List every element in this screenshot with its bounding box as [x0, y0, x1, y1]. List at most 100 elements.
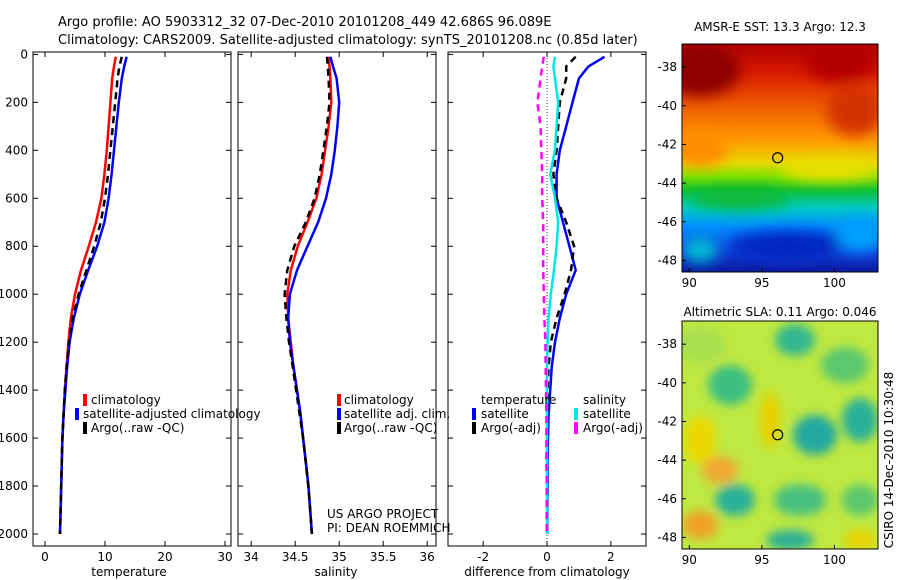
temperature-plot-frame [32, 51, 232, 547]
temperature-series [58, 56, 128, 535]
legend-swatch-salinity-argo [574, 422, 578, 434]
sst-heatmap [682, 44, 878, 272]
sla-map-frame [681, 320, 879, 550]
timestamp-stamp: CSIRO 14-Dec-2010 10:30:48 [882, 372, 896, 549]
legend-label-temperature-satellite: satellite [481, 407, 529, 421]
sst-map-panel: AMSR-E SST: 13.3 Argo: 12.3 90 95 100 -38 -4… [657, 20, 879, 290]
credit-project: US ARGO PROJECT [327, 507, 439, 521]
difference-axes: -2 0 2 [448, 52, 646, 564]
y-tick-label: -48 [657, 530, 677, 544]
salinity-panel: 34 34.5 35 35.5 36 salinity climatology sate… [237, 51, 450, 579]
temperature-axes: 0 10 20 30 0 200 400 600 800 1000 1200 1400 1600 1800… [0, 47, 233, 564]
sla-map-panel: Altimetric SLA: 0.11 Argo: 0.046 [657, 305, 879, 567]
legend-label-argo: Argo(..raw -QC) [91, 421, 184, 435]
temperature-legend: climatology satellite-adjusted climatolo… [75, 393, 261, 435]
y-tick-label: 2000 [0, 527, 28, 541]
y-tick-label: -38 [657, 60, 677, 74]
legend-label-climatology: climatology [91, 393, 161, 407]
legend-swatch-temperature-satellite [472, 408, 476, 420]
sla-map-title: Altimetric SLA: 0.11 Argo: 0.046 [683, 305, 876, 319]
sla-argo-marker [772, 429, 784, 441]
sla-heatmap [682, 321, 878, 549]
salinity-plot-frame [237, 51, 437, 547]
legend-swatch-climatology [337, 394, 341, 406]
x-tick-label: 35 [332, 550, 347, 564]
x-tick-label: 36 [420, 550, 435, 564]
series-line-climatology [58, 56, 118, 535]
y-tick-label: -44 [657, 453, 677, 467]
sst-argo-marker [772, 152, 784, 164]
series-line-salinity-satellite [545, 56, 560, 534]
sst-map-frame [681, 43, 879, 273]
legend-swatch-satellite-adjusted [75, 408, 79, 420]
salinity-axes: 34 34.5 35 35.5 36 [238, 52, 436, 564]
legend-header-temperature: temperature [481, 393, 556, 407]
legend-label-climatology: climatology [344, 393, 414, 407]
x-tick-label: 100 [823, 276, 846, 290]
x-tick-label: 100 [823, 553, 846, 567]
x-tick-label: 20 [157, 550, 172, 564]
y-tick-label: -38 [657, 337, 677, 351]
argo-position-marker [772, 152, 784, 164]
y-tick-label: 600 [5, 191, 28, 205]
y-tick-label: 1400 [0, 383, 28, 397]
salinity-xlabel: salinity [314, 565, 357, 579]
salinity-series [283, 56, 341, 535]
y-tick-label: 1800 [0, 479, 28, 493]
x-tick-label: 0 [41, 550, 49, 564]
series-line-temperature-argo-adj [545, 55, 577, 534]
argo-position-marker [772, 429, 784, 441]
y-tick-label: 0 [20, 47, 28, 61]
y-tick-label: -44 [657, 176, 677, 190]
y-tick-label: -46 [657, 492, 677, 506]
series-line-argo-raw-qc [58, 56, 124, 535]
series-line-satellite-adj-clim [286, 56, 341, 535]
y-tick-label: 200 [5, 95, 28, 109]
y-tick-label: -40 [657, 376, 677, 390]
legend-label-satellite: satellite adj. clim. [344, 407, 450, 421]
y-tick-label: -46 [657, 215, 677, 229]
x-tick-label: 95 [754, 276, 769, 290]
x-tick-label: 90 [682, 276, 697, 290]
sst-map-title: AMSR-E SST: 13.3 Argo: 12.3 [694, 20, 866, 34]
legend-swatch-argo [83, 422, 87, 434]
y-tick-label: -40 [657, 99, 677, 113]
legend-header-salinity: salinity [583, 393, 626, 407]
difference-panel: -2 0 2 difference from climatology tempera… [447, 51, 647, 579]
temperature-xlabel: temperature [91, 565, 166, 579]
x-tick-label: 35.5 [370, 550, 397, 564]
difference-xlabel: difference from climatology [464, 565, 630, 579]
x-tick-label: 0 [543, 550, 551, 564]
y-tick-label: 400 [5, 143, 28, 157]
legend-swatch-satellite [337, 408, 341, 420]
legend-swatch-climatology [83, 394, 87, 406]
x-tick-label: 34.5 [282, 550, 309, 564]
x-tick-label: 30 [217, 550, 232, 564]
legend-swatch-temperature-argo [472, 422, 476, 434]
temperature-panel: 0 10 20 30 0 200 400 600 800 1000 1200 1400 1600 1800… [0, 47, 261, 579]
y-tick-label: 1200 [0, 335, 28, 349]
difference-legend: temperature satellite Argo(-adj) salinit… [472, 393, 643, 435]
series-line-argo-raw-qc [283, 56, 331, 535]
x-tick-label: 2 [607, 550, 615, 564]
y-tick-label: 1600 [0, 431, 28, 445]
x-tick-label: -2 [477, 550, 489, 564]
y-tick-label: -42 [657, 137, 677, 151]
series-line-salinity-argo-adj [536, 56, 548, 534]
series-line-satellite-adjusted-climatology [58, 56, 128, 535]
header-title-line1: Argo profile: AO 5903312_32 07-Dec-2010 … [58, 15, 552, 30]
y-tick-label: 800 [5, 239, 28, 253]
series-line-climatology [286, 56, 333, 535]
y-tick-label: -48 [657, 253, 677, 267]
x-tick-label: 95 [754, 553, 769, 567]
legend-swatch-argo [337, 422, 341, 434]
y-tick-label: -42 [657, 414, 677, 428]
credit-pi: PI: DEAN ROEMMICH [327, 521, 450, 535]
difference-series [536, 52, 606, 546]
salinity-legend: climatology satellite adj. clim. Argo(..… [337, 393, 450, 435]
legend-label-satellite-adjusted: satellite-adjusted climatology [83, 407, 261, 421]
header-title-line2: Climatology: CARS2009. Satellite-adjuste… [58, 33, 638, 48]
x-tick-label: 34 [244, 550, 259, 564]
legend-label-salinity-argo: Argo(-adj) [583, 421, 643, 435]
